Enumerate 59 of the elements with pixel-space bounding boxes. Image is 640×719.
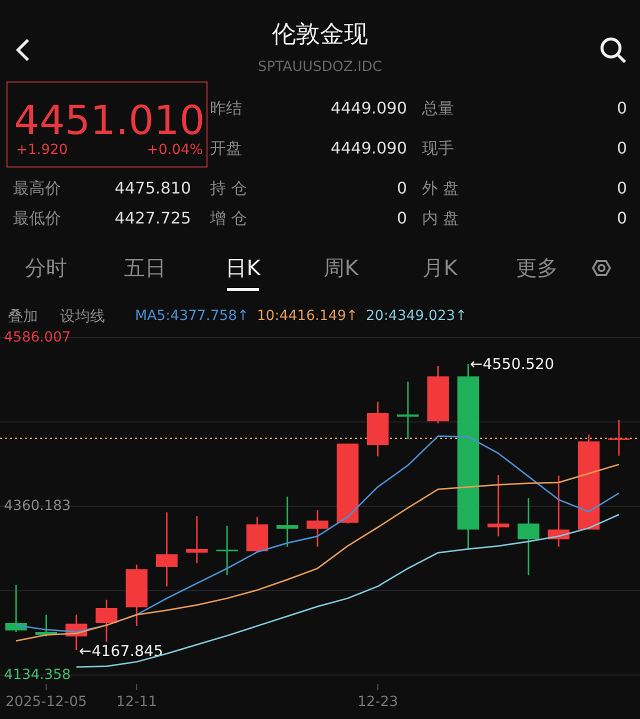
text: 分时 xyxy=(25,256,67,280)
candlestick xyxy=(306,509,328,548)
text: 持 仓 xyxy=(210,178,248,198)
chart-title: 伦敦金现 xyxy=(272,20,368,48)
text: 开盘 xyxy=(210,138,242,158)
chart-subtitle: SPTAUUSDOZ.IDC xyxy=(258,59,382,75)
text: 0 xyxy=(616,208,627,228)
text: 10: xyxy=(256,308,280,324)
text: +0.04% xyxy=(146,142,203,158)
text: 0 xyxy=(616,98,627,118)
text: 4427.725 xyxy=(114,208,191,228)
candlestick xyxy=(96,599,118,642)
text: 4449.090 xyxy=(330,138,407,158)
text: 4349.023↑ xyxy=(388,308,467,324)
line-series xyxy=(76,514,620,668)
text: 增 仓 xyxy=(209,208,248,228)
text: +1.920 xyxy=(16,142,68,158)
candlestick xyxy=(397,380,419,440)
annotation: ←4550.520 xyxy=(470,355,554,373)
text: 4377.758↑ xyxy=(170,308,249,324)
text: 4451.010 xyxy=(14,98,205,144)
candlestick xyxy=(5,584,27,633)
text: 0 xyxy=(616,138,627,158)
text: 周K xyxy=(324,256,360,280)
x-tick-label: 2025-12-05 xyxy=(6,694,87,710)
text: 0 xyxy=(396,178,407,198)
text: 最高价 xyxy=(13,178,61,198)
text: 内 盘 xyxy=(422,208,460,228)
text: 0 xyxy=(396,208,407,228)
candlestick xyxy=(186,515,208,564)
candlestick xyxy=(608,419,630,457)
candlestick xyxy=(518,497,540,576)
text: 外 盘 xyxy=(422,178,460,198)
text: 4416.149↑ xyxy=(279,308,358,324)
x-tick-label: 12-11 xyxy=(116,694,157,710)
candlestick xyxy=(276,496,298,548)
y-tick-label: 4360.183 xyxy=(4,498,71,514)
text: 月K xyxy=(422,256,459,280)
text: 0 xyxy=(616,178,627,198)
candlestick xyxy=(156,512,178,588)
text: 更多 xyxy=(516,256,558,280)
text: 日K xyxy=(226,256,262,280)
y-tick-label: 4134.358 xyxy=(4,667,71,683)
text: 现手 xyxy=(422,138,454,158)
text: 4475.810 xyxy=(114,178,191,198)
text: 叠加 xyxy=(8,307,38,325)
text: 最低价 xyxy=(13,208,61,228)
x-tick-label: 12-23 xyxy=(357,694,398,710)
y-tick-label: 4586.007 xyxy=(4,330,71,346)
annotation: ←4167.845 xyxy=(79,642,164,660)
text: 设均线 xyxy=(60,307,105,325)
text: 昨结 xyxy=(210,98,242,118)
text: 20: xyxy=(366,308,388,324)
candlestick xyxy=(216,525,238,576)
text: 4449.090 xyxy=(330,98,407,118)
text: 五日 xyxy=(124,256,166,280)
text: 总量 xyxy=(421,98,454,118)
candlestick xyxy=(488,474,510,538)
text: MA5: xyxy=(135,308,170,324)
